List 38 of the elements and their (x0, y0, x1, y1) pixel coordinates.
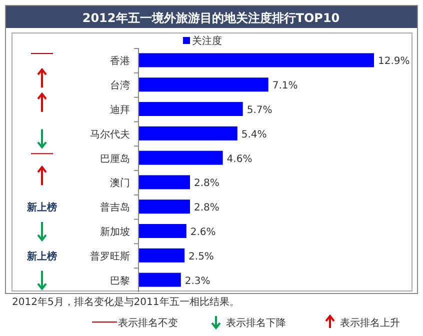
bar (139, 126, 238, 140)
bar (139, 102, 243, 116)
y-tick-label: 普罗旺斯 (90, 250, 130, 262)
bar (139, 175, 190, 190)
bar (139, 248, 185, 262)
y-tick-label: 迪拜 (110, 104, 130, 116)
y-tick-label: 新加坡 (100, 226, 130, 238)
data-label: 2.5% (188, 251, 214, 262)
bar (139, 200, 190, 214)
bar (139, 272, 181, 287)
text: 表示排名下降 (226, 317, 286, 329)
y-tick-label: 巴厘岛 (100, 152, 130, 165)
data-label: 12.9% (378, 56, 410, 68)
data-label: 5.7% (246, 105, 272, 116)
data-label: 2.8% (194, 178, 220, 190)
text: 表示排名上升 (340, 317, 400, 329)
bar (139, 150, 223, 165)
y-tick-label: 台湾 (110, 80, 130, 92)
chart-title: 2012年五一境外旅游目的地关注度排行TOP10 (82, 11, 340, 25)
data-label: 2.8% (194, 202, 220, 214)
y-tick-label: 普吉岛 (100, 202, 130, 214)
data-label: 2.6% (190, 227, 216, 238)
text: 新上榜 (26, 202, 57, 214)
legend-label: 关注度 (192, 35, 222, 47)
bar (139, 53, 374, 68)
text: 新上榜 (26, 250, 57, 262)
y-tick-label: 香港 (110, 55, 130, 68)
data-label: 7.1% (272, 80, 298, 92)
data-label: 4.6% (226, 154, 252, 165)
bar (139, 78, 268, 92)
text: 表示排名不变 (118, 317, 178, 329)
data-label: 2.3% (184, 276, 210, 287)
text: 2012年5月，排名变化是与2011年五一相比结果。 (12, 296, 240, 308)
y-tick-label: 澳门 (110, 177, 130, 190)
y-tick-label: 巴黎 (110, 274, 130, 287)
bar (139, 224, 186, 238)
data-label: 5.4% (241, 129, 267, 140)
y-tick-label: 马尔代夫 (90, 128, 130, 140)
